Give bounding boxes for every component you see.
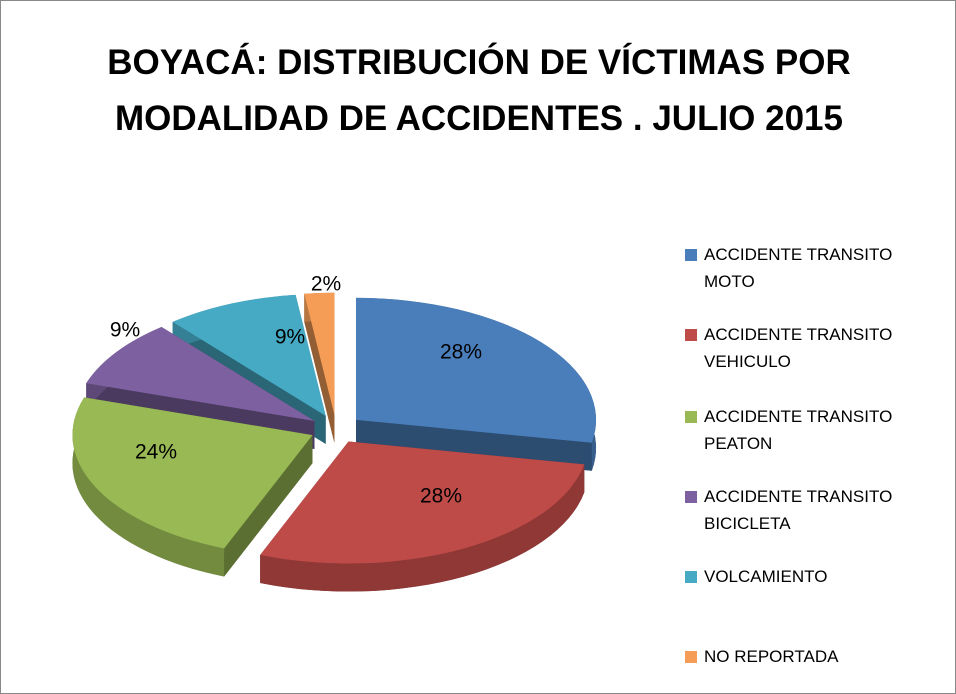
data-label: 28% bbox=[420, 485, 462, 508]
data-label: 9% bbox=[275, 326, 305, 349]
legend-item: ACCIDENTE TRANSITO MOTO bbox=[685, 241, 947, 295]
data-label: 2% bbox=[311, 273, 341, 296]
legend-label: VOLCAMIENTO bbox=[704, 567, 828, 586]
slice-side bbox=[260, 464, 585, 592]
legend-item: ACCIDENTE TRANSITO PEATON bbox=[685, 403, 947, 457]
slice bbox=[172, 294, 326, 416]
slice bbox=[304, 292, 335, 443]
legend-item: ACCIDENTE TRANSITO BICICLETA bbox=[685, 483, 947, 537]
legend-swatch bbox=[685, 491, 697, 503]
legend-item: VOLCAMIENTO bbox=[685, 563, 947, 590]
legend-label: NO REPORTADA bbox=[704, 647, 839, 666]
slice bbox=[304, 292, 335, 415]
data-label: 24% bbox=[135, 441, 177, 464]
legend-item: NO REPORTADA bbox=[685, 643, 947, 670]
legend-label: ACCIDENTE TRANSITO BICICLETA bbox=[704, 487, 893, 533]
slice bbox=[356, 297, 597, 443]
legend-swatch bbox=[685, 571, 697, 583]
legend-swatch bbox=[685, 249, 697, 261]
legend-label: ACCIDENTE TRANSITO VEHICULO bbox=[704, 325, 893, 371]
legend-item: ACCIDENTE TRANSITO VEHICULO bbox=[685, 321, 947, 375]
slice bbox=[72, 397, 313, 577]
legend-swatch bbox=[685, 651, 697, 663]
data-label: 28% bbox=[440, 341, 482, 364]
legend-swatch bbox=[685, 329, 697, 341]
slice bbox=[356, 297, 597, 471]
slice bbox=[72, 397, 313, 549]
chart-title: BOYACÁ: DISTRIBUCIÓN DE VÍCTIMAS POR MOD… bbox=[107, 43, 851, 138]
slice bbox=[260, 441, 585, 592]
legend-label: ACCIDENTE TRANSITO PEATON bbox=[704, 407, 893, 453]
legend-label: ACCIDENTE TRANSITO MOTO bbox=[704, 245, 893, 291]
slice-side bbox=[72, 397, 225, 577]
data-label: 9% bbox=[110, 319, 140, 342]
slice bbox=[86, 326, 315, 421]
legend-swatch bbox=[685, 411, 697, 423]
slice bbox=[260, 441, 585, 564]
slice-side bbox=[224, 435, 313, 577]
slice-side bbox=[356, 419, 592, 471]
slice-side bbox=[304, 293, 335, 443]
